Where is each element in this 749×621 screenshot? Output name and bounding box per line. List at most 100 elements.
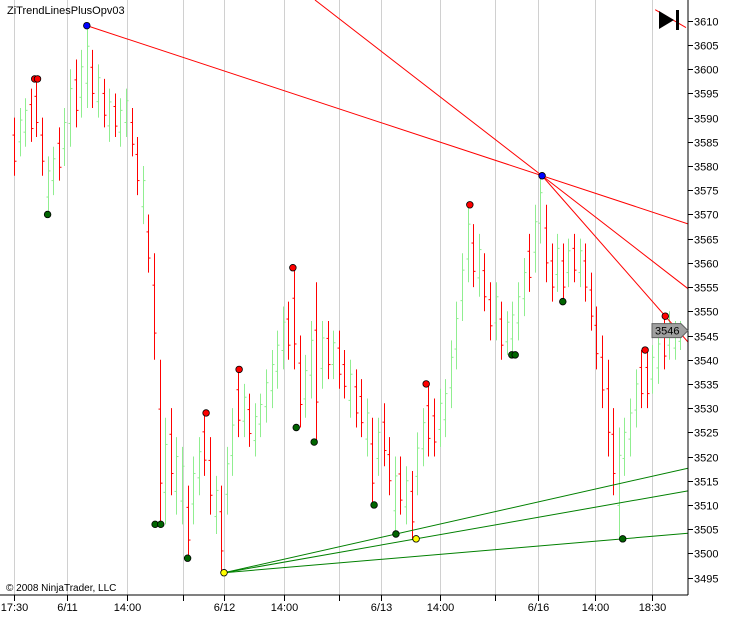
down-bar [398,456,403,515]
down-bar [236,369,241,438]
trend-line [223,467,688,574]
up-bar [18,107,23,157]
trend-line [223,532,688,574]
pivot-marker [511,351,519,359]
pivot-marker [559,297,567,306]
trend-line [223,490,688,574]
up-bar [275,330,280,389]
down-bar [544,204,549,283]
up-bar [415,432,420,496]
down-bar [146,214,151,273]
down-bar [471,224,476,288]
down-bar [342,350,347,399]
y-tick-label: 3495 [694,574,718,586]
x-tick-label: 6/12 [214,602,235,614]
copyright-label: © 2008 NinjaTrader, LLC [6,583,117,594]
y-tick-label: 3575 [694,186,718,198]
pivot-marker [619,535,627,543]
pivot-marker [220,569,228,577]
up-bar [454,301,459,370]
play-to-end-icon[interactable] [659,10,679,30]
up-bar [281,306,286,370]
pivot-marker [422,380,430,388]
down-bar [130,107,135,157]
up-bar [191,456,196,525]
down-bar [202,412,207,476]
down-bar [292,267,297,370]
down-bar [432,398,437,457]
down-bar [561,243,566,302]
up-bar [578,238,583,288]
up-bar [628,398,633,457]
up-bar [477,233,482,297]
down-bar [219,485,224,573]
down-bar [606,359,611,457]
y-tick-label: 3610 [694,17,718,29]
up-bar [510,301,515,355]
x-tick-label: 14:00 [271,602,299,614]
pivot-marker [641,346,649,354]
x-axis-ticks: 17:30 6/11 14:00 6/12 14:00 6/13 14:00 6/16 14:0… [1,595,666,614]
down-bar [594,306,599,370]
down-bar [611,408,616,496]
y-tick-label: 3540 [694,356,718,368]
trend-line [314,0,688,290]
pivot-marker [538,172,546,180]
y-tick-label: 3585 [694,138,718,150]
pivot-marker [83,21,91,30]
down-bar [12,117,17,176]
down-bar [326,320,331,380]
up-bar [438,388,443,447]
up-bar [107,88,112,142]
down-bar [410,471,415,539]
chart-title: ZiTrendLinesPlusOpv03 [7,5,125,17]
up-bar [393,456,398,534]
down-bar [600,335,605,409]
down-bar [354,369,359,428]
y-tick-label: 3515 [694,477,718,489]
up-bar [376,417,381,476]
down-bar [90,49,95,108]
up-bar [443,379,448,438]
down-bar [639,350,644,409]
down-bar [169,408,174,496]
x-tick-label: 6/13 [371,602,392,614]
pivot-marker [289,264,297,272]
up-bar [85,25,90,108]
down-bar [527,233,532,292]
up-bar [68,69,73,147]
up-bar [566,238,571,288]
up-bar [264,369,269,423]
up-bar [404,466,409,525]
y-tick-label: 3605 [694,41,718,53]
up-bar [320,320,325,389]
y-tick-label: 3550 [694,307,718,319]
x-tick-label: 14:00 [427,602,455,614]
plot-area [0,0,688,595]
up-bar [656,330,661,384]
x-tick-label: 17:30 [1,602,29,614]
up-bar [533,204,538,273]
up-bar [141,166,146,225]
pivot-marker [466,201,474,209]
down-bar [645,350,650,409]
down-bar [370,417,375,505]
y-tick-label: 3595 [694,89,718,101]
y-tick-label: 3545 [694,332,718,344]
y-tick-label: 3555 [694,283,718,295]
up-bar [96,64,101,118]
up-bar [118,98,123,147]
x-tick-label: 6/11 [57,602,78,614]
down-bar [102,78,107,128]
up-bar [242,383,247,438]
pivot-marker [292,423,300,432]
down-bar [572,233,577,283]
up-bar [51,146,56,196]
down-bar [135,137,140,196]
up-bar [650,345,655,394]
pivot-marker [310,438,318,446]
y-tick-label: 3530 [694,404,718,416]
down-bar [426,383,431,457]
up-bar [225,446,230,515]
